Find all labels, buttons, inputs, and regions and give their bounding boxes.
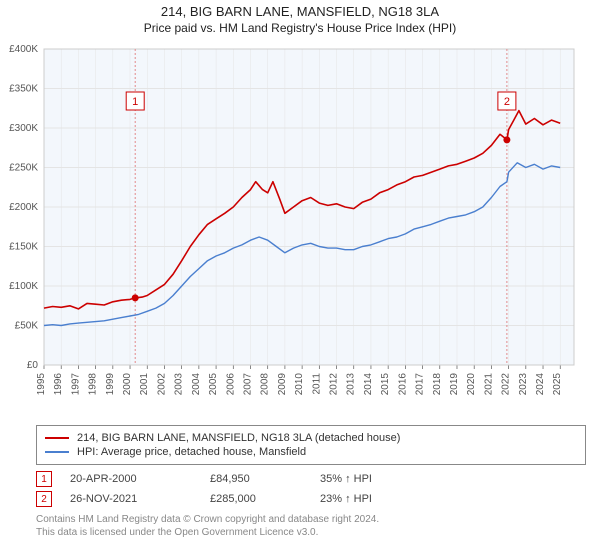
svg-text:2000: 2000 <box>122 373 133 396</box>
svg-text:2019: 2019 <box>449 373 460 396</box>
sale-badge: 2 <box>36 491 52 507</box>
svg-text:2: 2 <box>504 96 510 108</box>
svg-text:2009: 2009 <box>277 373 288 396</box>
svg-text:2010: 2010 <box>294 373 305 396</box>
chart-svg: £0 £50K £100K £150K £200K £250K £300K £350K £400… <box>0 41 582 419</box>
svg-text:2024: 2024 <box>535 373 546 396</box>
sale-row: 2 26-NOV-2021£285,00023% ↑ HPI <box>36 491 586 507</box>
legend-item: HPI: Average price, detached house, Mans… <box>45 446 577 458</box>
svg-text:£350K: £350K <box>9 84 38 95</box>
sale-row: 1 20-APR-2000£84,95035% ↑ HPI <box>36 471 586 487</box>
svg-text:2002: 2002 <box>156 373 167 396</box>
legend-label: HPI: Average price, detached house, Mans… <box>77 446 306 458</box>
svg-text:1996: 1996 <box>53 373 64 396</box>
svg-text:2005: 2005 <box>208 373 219 396</box>
svg-text:2022: 2022 <box>501 373 512 396</box>
footnote-line1: Contains HM Land Registry data © Crown c… <box>36 513 586 526</box>
sale-markers-list: 1 20-APR-2000£84,95035% ↑ HPI 2 26-NOV-2021… <box>36 471 586 507</box>
svg-text:2011: 2011 <box>311 373 322 395</box>
svg-text:1999: 1999 <box>105 373 116 396</box>
price-chart: £0 £50K £100K £150K £200K £250K £300K £350K £400… <box>0 41 582 419</box>
svg-text:2007: 2007 <box>242 373 253 396</box>
svg-text:2014: 2014 <box>363 373 374 396</box>
svg-text:2015: 2015 <box>380 373 391 396</box>
sale-delta: 35% ↑ HPI <box>320 473 440 485</box>
sale-price: £285,000 <box>210 493 320 505</box>
svg-text:£0: £0 <box>27 360 39 371</box>
legend-label: 214, BIG BARN LANE, MANSFIELD, NG18 3LA … <box>77 432 400 444</box>
svg-text:2017: 2017 <box>415 373 426 396</box>
svg-text:2013: 2013 <box>346 373 357 396</box>
footnote: Contains HM Land Registry data © Crown c… <box>36 513 586 539</box>
svg-text:2004: 2004 <box>191 373 202 396</box>
svg-text:£200K: £200K <box>9 202 38 213</box>
svg-text:1995: 1995 <box>36 373 47 396</box>
legend: 214, BIG BARN LANE, MANSFIELD, NG18 3LA … <box>36 425 586 465</box>
svg-text:£50K: £50K <box>15 321 39 332</box>
svg-text:£100K: £100K <box>9 281 38 292</box>
page-title: 214, BIG BARN LANE, MANSFIELD, NG18 3LA <box>0 4 600 19</box>
legend-swatch <box>45 451 69 453</box>
sale-delta: 23% ↑ HPI <box>320 493 440 505</box>
sale-price: £84,950 <box>210 473 320 485</box>
svg-text:2020: 2020 <box>466 373 477 396</box>
svg-text:1997: 1997 <box>70 373 81 396</box>
svg-text:2008: 2008 <box>260 373 271 396</box>
page-subtitle: Price paid vs. HM Land Registry's House … <box>0 21 600 35</box>
svg-text:2012: 2012 <box>329 373 340 396</box>
footnote-line2: This data is licensed under the Open Gov… <box>36 526 586 539</box>
sale-badge: 1 <box>36 471 52 487</box>
svg-text:2016: 2016 <box>397 373 408 396</box>
svg-text:£300K: £300K <box>9 123 38 134</box>
sale-date: 26-NOV-2021 <box>70 493 210 505</box>
svg-text:£150K: £150K <box>9 242 38 253</box>
svg-text:2021: 2021 <box>483 373 494 396</box>
svg-text:1998: 1998 <box>88 373 99 396</box>
svg-text:2003: 2003 <box>174 373 185 396</box>
svg-text:£400K: £400K <box>9 44 38 55</box>
svg-text:2018: 2018 <box>432 373 443 396</box>
title-block: 214, BIG BARN LANE, MANSFIELD, NG18 3LA … <box>0 0 600 37</box>
sale-date: 20-APR-2000 <box>70 473 210 485</box>
svg-text:2023: 2023 <box>518 373 529 396</box>
svg-text:2001: 2001 <box>139 373 150 396</box>
svg-text:1: 1 <box>132 96 138 108</box>
svg-text:£250K: £250K <box>9 163 38 174</box>
svg-text:2025: 2025 <box>552 373 563 396</box>
svg-text:2006: 2006 <box>225 373 236 396</box>
legend-item: 214, BIG BARN LANE, MANSFIELD, NG18 3LA … <box>45 432 577 444</box>
legend-swatch <box>45 437 69 439</box>
